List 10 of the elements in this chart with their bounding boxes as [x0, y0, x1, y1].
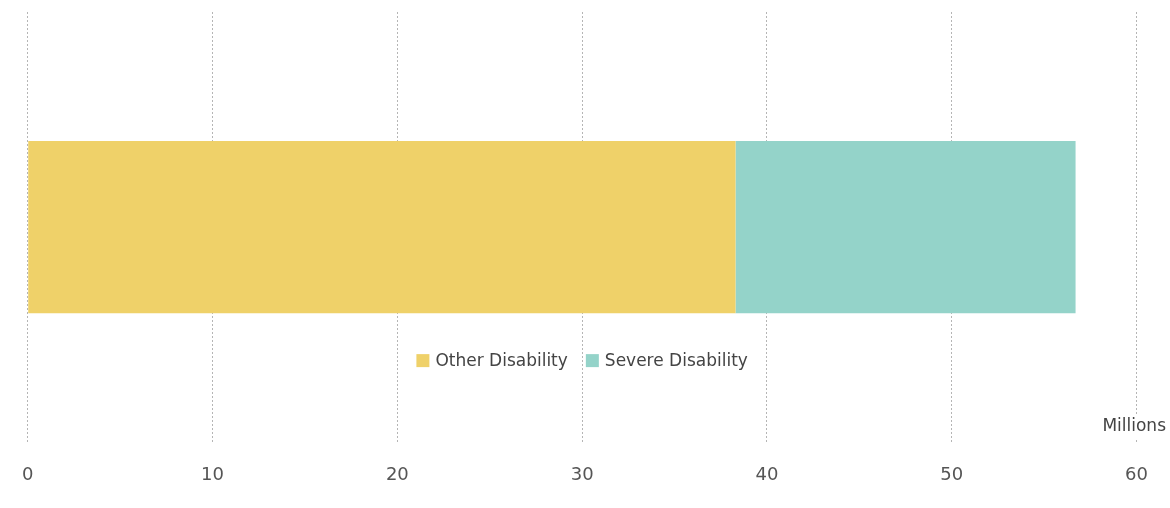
x-tick-label: 40 — [755, 462, 779, 484]
x-axis-title: Millions — [1102, 414, 1167, 435]
x-tick-label: 50 — [940, 462, 964, 484]
x-tick-label: 10 — [201, 462, 224, 484]
x-tick-label: 0 — [22, 462, 34, 484]
x-tick-label: 20 — [385, 462, 409, 484]
legend-label: Severe Disability — [604, 350, 748, 371]
x-tick-label: 60 — [1125, 462, 1148, 484]
x-tick-label: 30 — [570, 462, 594, 484]
legend-label: Other Disability — [435, 350, 568, 371]
